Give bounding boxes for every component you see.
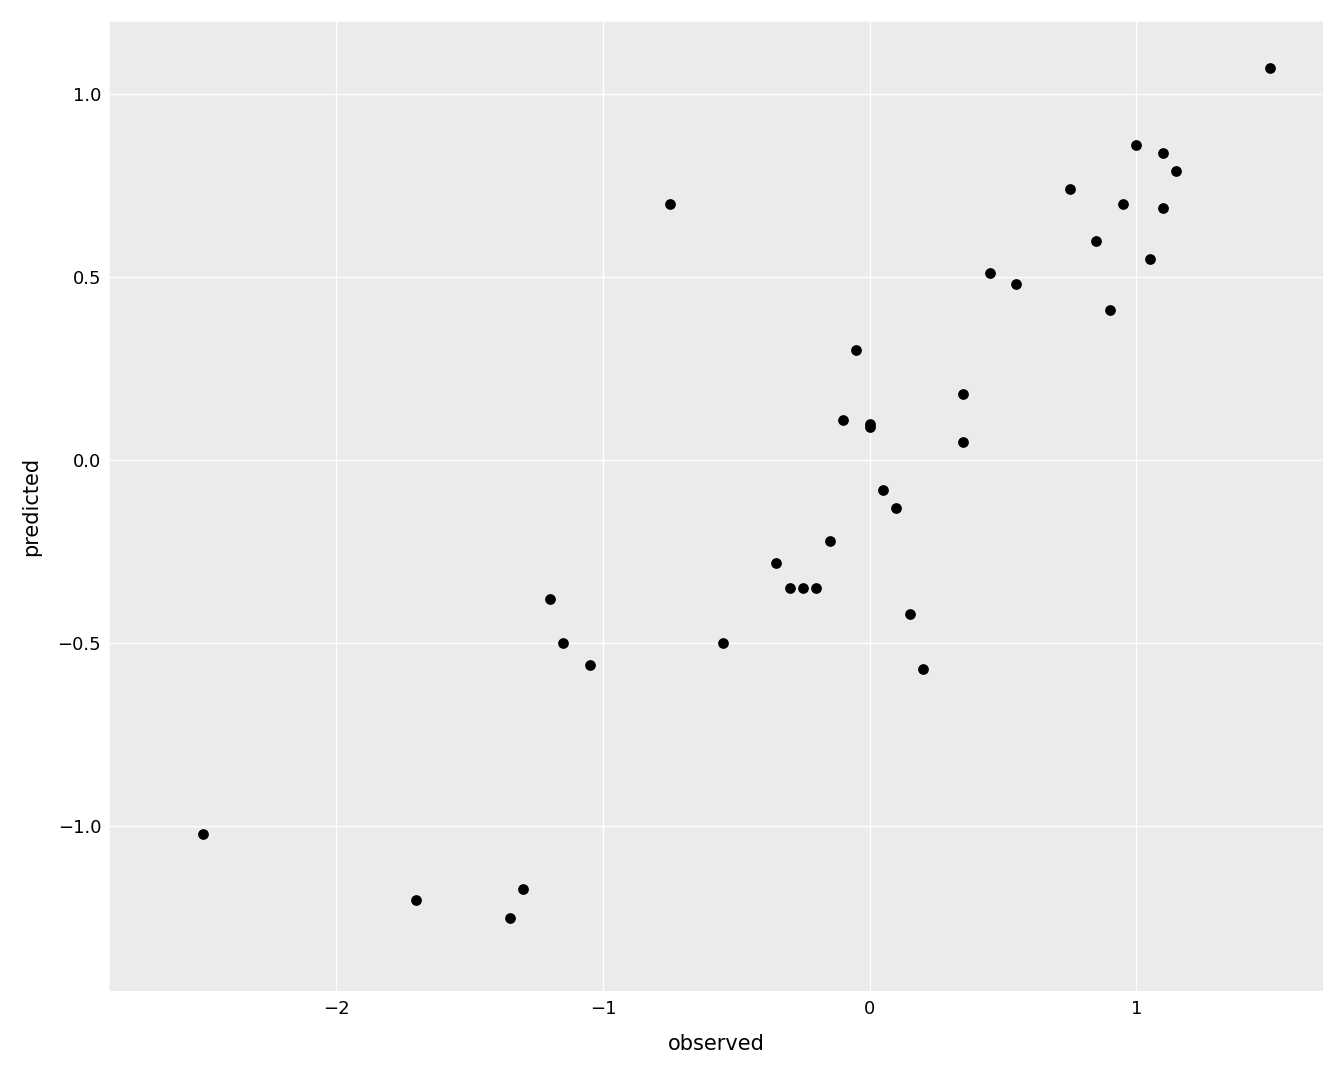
Point [1138,250,1160,268]
Point [1099,301,1121,318]
Point [659,196,680,213]
X-axis label: observed: observed [668,1034,765,1055]
Point [406,891,427,908]
Point [712,634,734,651]
Point [766,554,788,571]
Point [913,660,934,677]
Point [512,880,534,898]
Point [845,342,867,359]
Point [1113,196,1134,213]
Point [539,591,560,608]
Point [978,264,1000,282]
Point [1152,199,1173,216]
Point [192,826,214,843]
Point [953,433,974,450]
Point [805,579,827,597]
Point [886,499,907,516]
Point [1059,181,1081,198]
Point [792,579,813,597]
Point [499,909,520,927]
Point [1126,137,1148,154]
Point [1259,60,1281,77]
Point [780,579,801,597]
Point [953,386,974,403]
Point [1086,232,1107,249]
Point [818,532,840,549]
Point [859,418,880,435]
Point [579,657,601,674]
Point [832,412,853,429]
Point [552,634,574,651]
Point [1165,162,1187,180]
Point [899,605,921,622]
Point [1152,144,1173,161]
Point [872,481,894,498]
Point [859,415,880,432]
Y-axis label: predicted: predicted [22,457,40,556]
Point [1005,276,1027,293]
